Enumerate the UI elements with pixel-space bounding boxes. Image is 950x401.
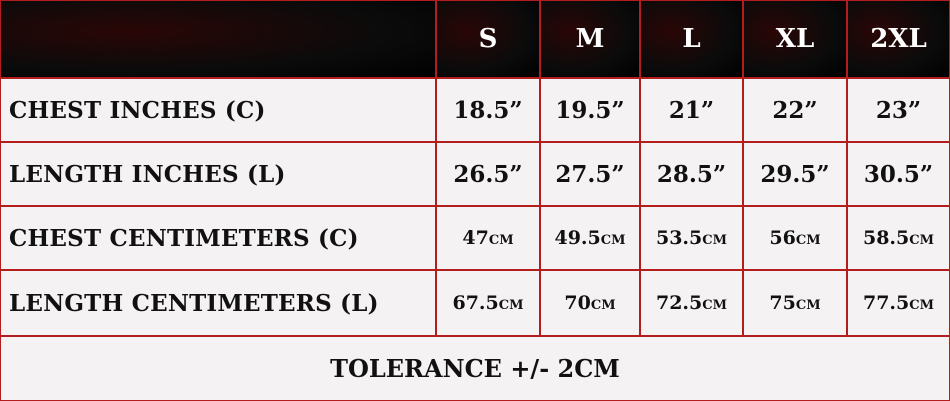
measurement: 77.5cm [847, 270, 950, 336]
measurement: 72.5cm [640, 270, 743, 336]
measurement: 47cm [436, 206, 540, 270]
size-header: L [640, 0, 743, 78]
measurement: 29.5” [743, 142, 847, 206]
measurement: 18.5” [436, 78, 540, 142]
row-label: LENGTH CENTIMETERS (L) [0, 270, 436, 336]
header-corner [0, 0, 436, 78]
measurement: 28.5” [640, 142, 743, 206]
tolerance-note: TOLERANCE +/- 2CM [0, 336, 950, 401]
measurement: 26.5” [436, 142, 540, 206]
row-label: CHEST CENTIMETERS (C) [0, 206, 436, 270]
measurement: 27.5” [540, 142, 640, 206]
size-header: S [436, 0, 540, 78]
row-label: LENGTH INCHES (L) [0, 142, 436, 206]
measurement: 67.5cm [436, 270, 540, 336]
measurement: 53.5cm [640, 206, 743, 270]
measurement: 56cm [743, 206, 847, 270]
measurement: 75cm [743, 270, 847, 336]
measurement: 19.5” [540, 78, 640, 142]
measurement: 30.5” [847, 142, 950, 206]
size-header: XL [743, 0, 847, 78]
measurement: 58.5cm [847, 206, 950, 270]
measurement: 70cm [540, 270, 640, 336]
measurement: 49.5cm [540, 206, 640, 270]
size-header: 2XL [847, 0, 950, 78]
measurement: 23” [847, 78, 950, 142]
size-header: M [540, 0, 640, 78]
measurement: 21” [640, 78, 743, 142]
row-label: CHEST INCHES (C) [0, 78, 436, 142]
measurement: 22” [743, 78, 847, 142]
